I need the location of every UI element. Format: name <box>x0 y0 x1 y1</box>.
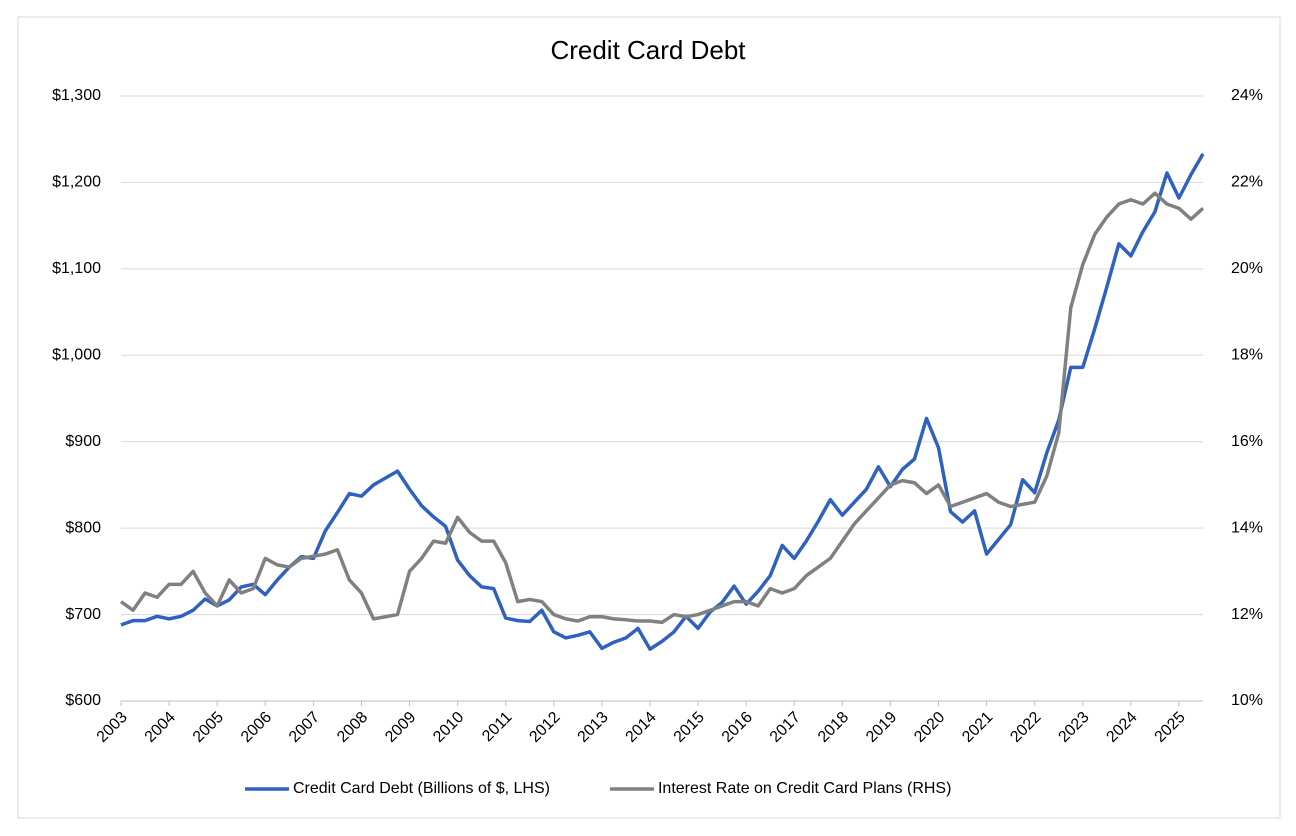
y-tick-label: $1,200 <box>52 174 101 191</box>
y-tick-label: $1,300 <box>52 87 101 104</box>
chart-title: Credit Card Debt <box>550 35 746 65</box>
y2-tick-label: 16% <box>1231 433 1263 450</box>
legend-label: Credit Card Debt (Billions of $, LHS) <box>293 780 550 797</box>
y-tick-label: $1,100 <box>52 260 101 277</box>
legend-label: Interest Rate on Credit Card Plans (RHS) <box>658 780 951 797</box>
y2-tick-label: 24% <box>1231 87 1263 104</box>
y-tick-label: $600 <box>65 692 101 709</box>
y2-tick-label: 10% <box>1231 692 1263 709</box>
y2-tick-label: 20% <box>1231 260 1263 277</box>
y-tick-label: $1,000 <box>52 347 101 364</box>
y2-tick-label: 18% <box>1231 347 1263 364</box>
y2-tick-label: 14% <box>1231 519 1263 536</box>
y-tick-label: $900 <box>65 433 101 450</box>
y-tick-label: $800 <box>65 519 101 536</box>
y-tick-label: $700 <box>65 606 101 623</box>
chart-frame <box>17 16 1281 819</box>
y2-tick-label: 12% <box>1231 606 1263 623</box>
series-line <box>119 191 1205 625</box>
y2-tick-label: 22% <box>1231 174 1263 191</box>
